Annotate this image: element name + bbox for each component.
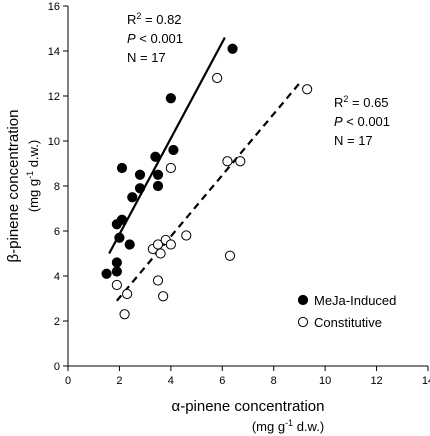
y-tick-label: 14	[48, 46, 60, 58]
constitutive-point	[155, 248, 166, 259]
constitutive-point	[158, 291, 169, 302]
meja-induced-point	[116, 162, 128, 174]
constitutive-fit-line	[116, 79, 303, 302]
legend-label-constitutive: Constitutive	[314, 315, 382, 330]
x-tick-label: 8	[271, 375, 277, 387]
y-axis-ticks: 0 2 4 6 8 10 12 14 16	[48, 1, 68, 373]
constitutive-point	[119, 309, 130, 320]
legend-label-meja-induced: MeJa-Induced	[314, 293, 396, 308]
legend: MeJa-Induced Constitutive	[297, 293, 396, 330]
constitutive-point	[222, 156, 233, 167]
meja-induced-point	[114, 232, 125, 243]
meja-induced-point	[152, 180, 164, 192]
constitutive-point	[111, 279, 122, 291]
meja-p-label: P < 0.001	[127, 31, 183, 46]
meja-induced-point	[165, 93, 176, 104]
data-points	[101, 43, 313, 320]
y-tick-label: 4	[54, 271, 60, 283]
meja-induced-point	[101, 268, 112, 279]
constitutive-point	[212, 72, 223, 84]
constitutive-point	[224, 250, 236, 261]
meja-induced-point	[227, 43, 238, 54]
x-tick-label: 10	[319, 375, 331, 387]
constitutive-n-label: N = 17	[334, 133, 373, 148]
y-tick-label: 6	[54, 226, 60, 238]
y-tick-label: 0	[54, 361, 60, 373]
meja-induced-point	[150, 151, 161, 162]
x-tick-label: 6	[219, 375, 225, 387]
meja-induced-fit-line	[108, 36, 226, 255]
meja-n-label: N = 17	[127, 50, 166, 65]
meja-induced-point	[134, 169, 146, 180]
meja-r2-label: R2 = 0.82	[127, 11, 182, 27]
meja-induced-point	[168, 144, 179, 156]
y-tick-label: 10	[48, 136, 60, 148]
x-axis-title: α-pinene concentration	[172, 398, 325, 415]
meja-induced-point	[134, 183, 146, 194]
meja-induced-point	[152, 169, 164, 180]
constitutive-point	[165, 162, 176, 174]
x-tick-label: 0	[65, 375, 71, 387]
constitutive-r2-label: R2 = 0.65	[334, 94, 389, 110]
y-axis-unit: (mg g-1 d.w.)	[25, 140, 41, 212]
meja-induced-point	[111, 257, 122, 268]
constitutive-point	[165, 239, 176, 250]
y-tick-label: 8	[54, 181, 60, 193]
constitutive-point	[181, 230, 192, 241]
meja-induced-point	[124, 239, 135, 250]
constitutive-point	[152, 275, 164, 286]
y-tick-label: 2	[54, 316, 60, 328]
y-tick-label: 16	[48, 1, 60, 13]
y-tick-label: 12	[48, 91, 60, 103]
x-axis-ticks: 0 2 4 6 8 10 12 14	[65, 366, 430, 387]
x-tick-label: 14	[422, 375, 430, 387]
y-axis-title: β-pinene concentration	[5, 110, 22, 263]
x-axis-unit: (mg g-1 d.w.)	[252, 418, 324, 434]
meja-induced-point	[111, 266, 122, 277]
constitutive-p-label: P < 0.001	[334, 114, 390, 129]
legend-marker-constitutive	[297, 316, 309, 328]
constitutive-point	[122, 288, 133, 300]
constitutive-point	[302, 84, 313, 95]
x-tick-label: 4	[168, 375, 174, 387]
meja-induced-point	[127, 192, 138, 203]
constitutive-point	[235, 156, 246, 167]
legend-marker-meja-induced	[297, 294, 309, 306]
x-tick-label: 12	[370, 375, 382, 387]
x-tick-label: 2	[116, 375, 122, 387]
meja-induced-point	[116, 214, 128, 225]
